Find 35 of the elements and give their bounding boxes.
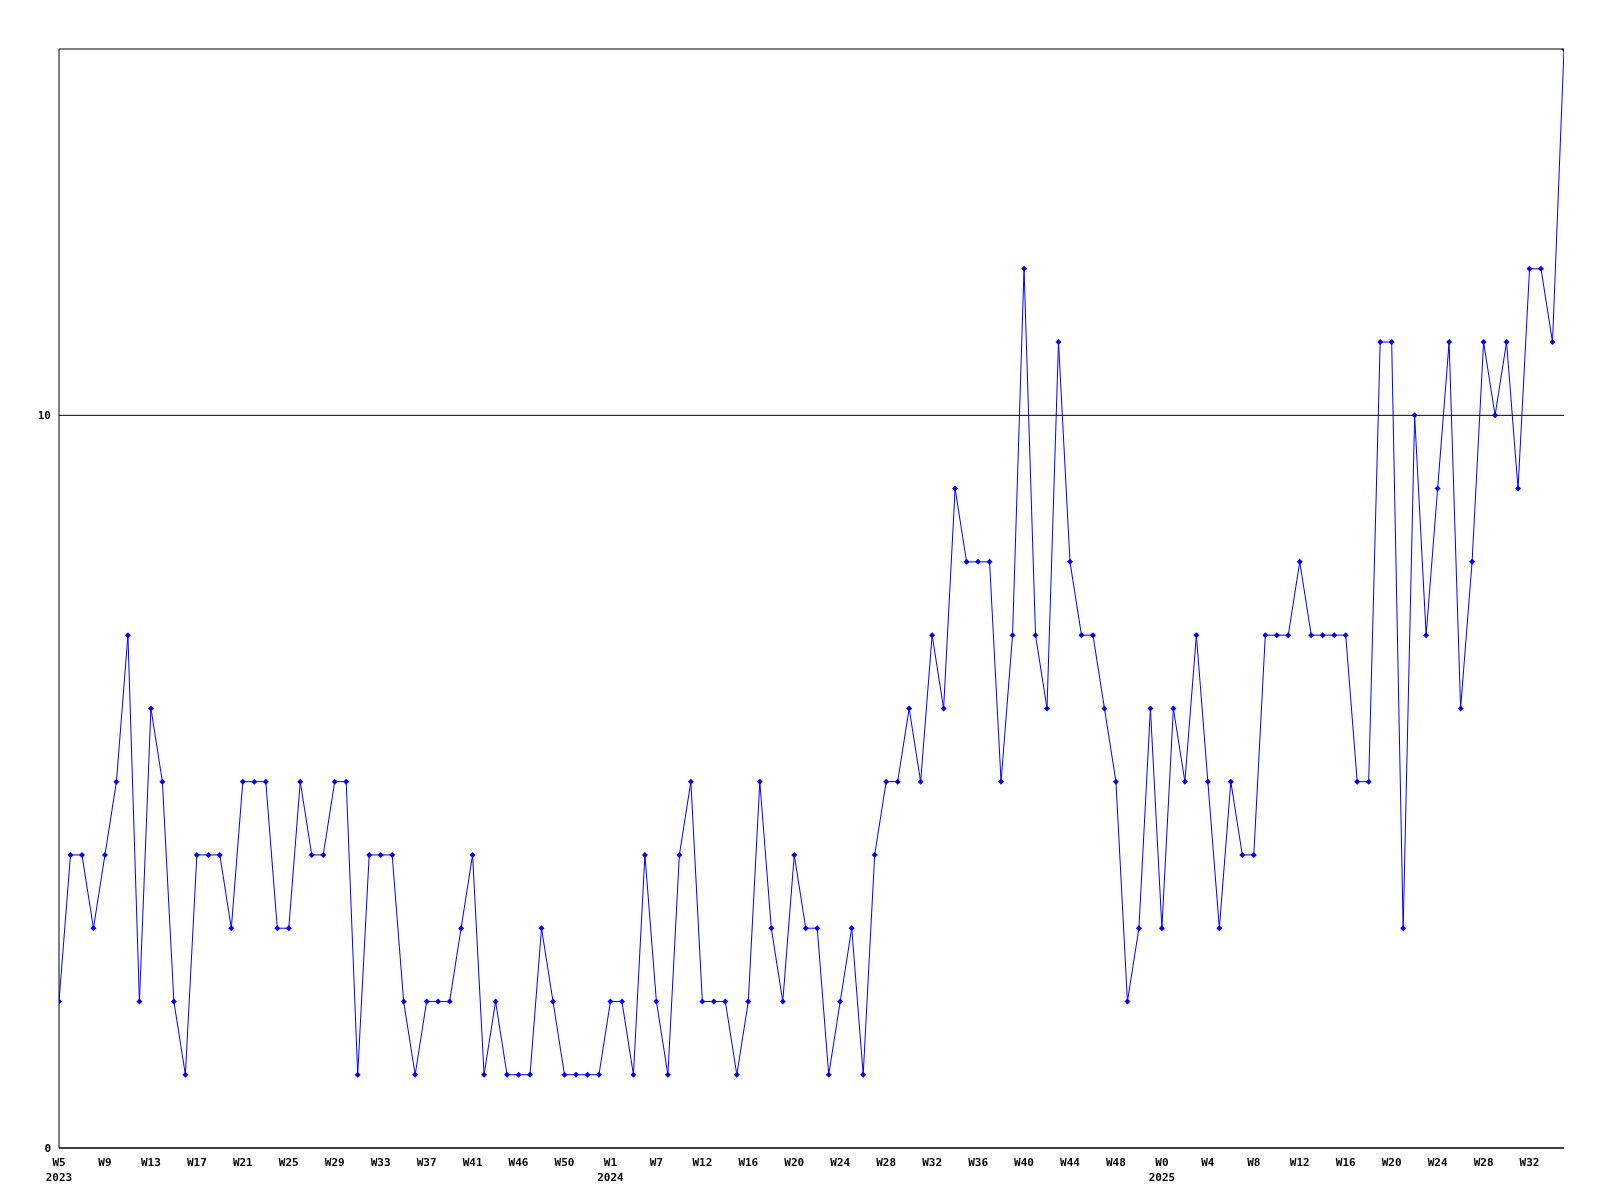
x-tick-label: W12 bbox=[692, 1156, 713, 1169]
x-tick-label: W32 bbox=[922, 1156, 943, 1169]
x-tick-label: W33 bbox=[370, 1156, 391, 1169]
x-tick-label: W20 bbox=[784, 1156, 805, 1169]
x-tick-label: W48 bbox=[1106, 1156, 1126, 1169]
x-tick-label: W8 bbox=[1247, 1156, 1261, 1169]
x-tick-label: W32 bbox=[1519, 1156, 1540, 1169]
x-tick-label: W29 bbox=[324, 1156, 345, 1169]
x-tick-label: W28 bbox=[876, 1156, 897, 1169]
y-tick-label: 0 bbox=[44, 1141, 51, 1155]
x-tick-label: W46 bbox=[508, 1156, 529, 1169]
x-tick-label: W44 bbox=[1060, 1156, 1081, 1169]
x-tick-label: W0 2025 bbox=[1148, 1156, 1176, 1184]
x-tick-label: W7 bbox=[649, 1156, 664, 1169]
x-tick-label: W24 bbox=[830, 1156, 851, 1169]
x-tick-label: W21 bbox=[232, 1156, 254, 1169]
x-tick-label: W16 bbox=[1335, 1156, 1357, 1169]
x-tick-label: W25 bbox=[278, 1156, 299, 1169]
x-tick-label: W9 bbox=[98, 1156, 112, 1169]
x-tick-label: W17 bbox=[186, 1156, 207, 1169]
x-tick-label: W50 bbox=[554, 1156, 575, 1169]
x-tick-label: W36 bbox=[968, 1156, 989, 1169]
x-tick-label: W41 bbox=[462, 1156, 483, 1169]
x-tick-label: W12 bbox=[1289, 1156, 1310, 1169]
x-tick-label: W13 bbox=[140, 1156, 161, 1169]
x-tick-label: W40 bbox=[1014, 1156, 1034, 1169]
x-tick-label: W5 2023 bbox=[45, 1156, 73, 1184]
x-tick-label: W1 2024 bbox=[597, 1156, 625, 1184]
x-tick-label: W24 bbox=[1427, 1156, 1448, 1169]
x-tick-label: W28 bbox=[1473, 1156, 1494, 1169]
y-tick-label: 10 bbox=[37, 409, 51, 423]
x-tick-label: W16 bbox=[738, 1156, 759, 1169]
x-tick-label: W37 bbox=[416, 1156, 437, 1169]
x-tick-label: W20 bbox=[1381, 1156, 1402, 1169]
x-tick-label: W4 bbox=[1201, 1156, 1215, 1169]
